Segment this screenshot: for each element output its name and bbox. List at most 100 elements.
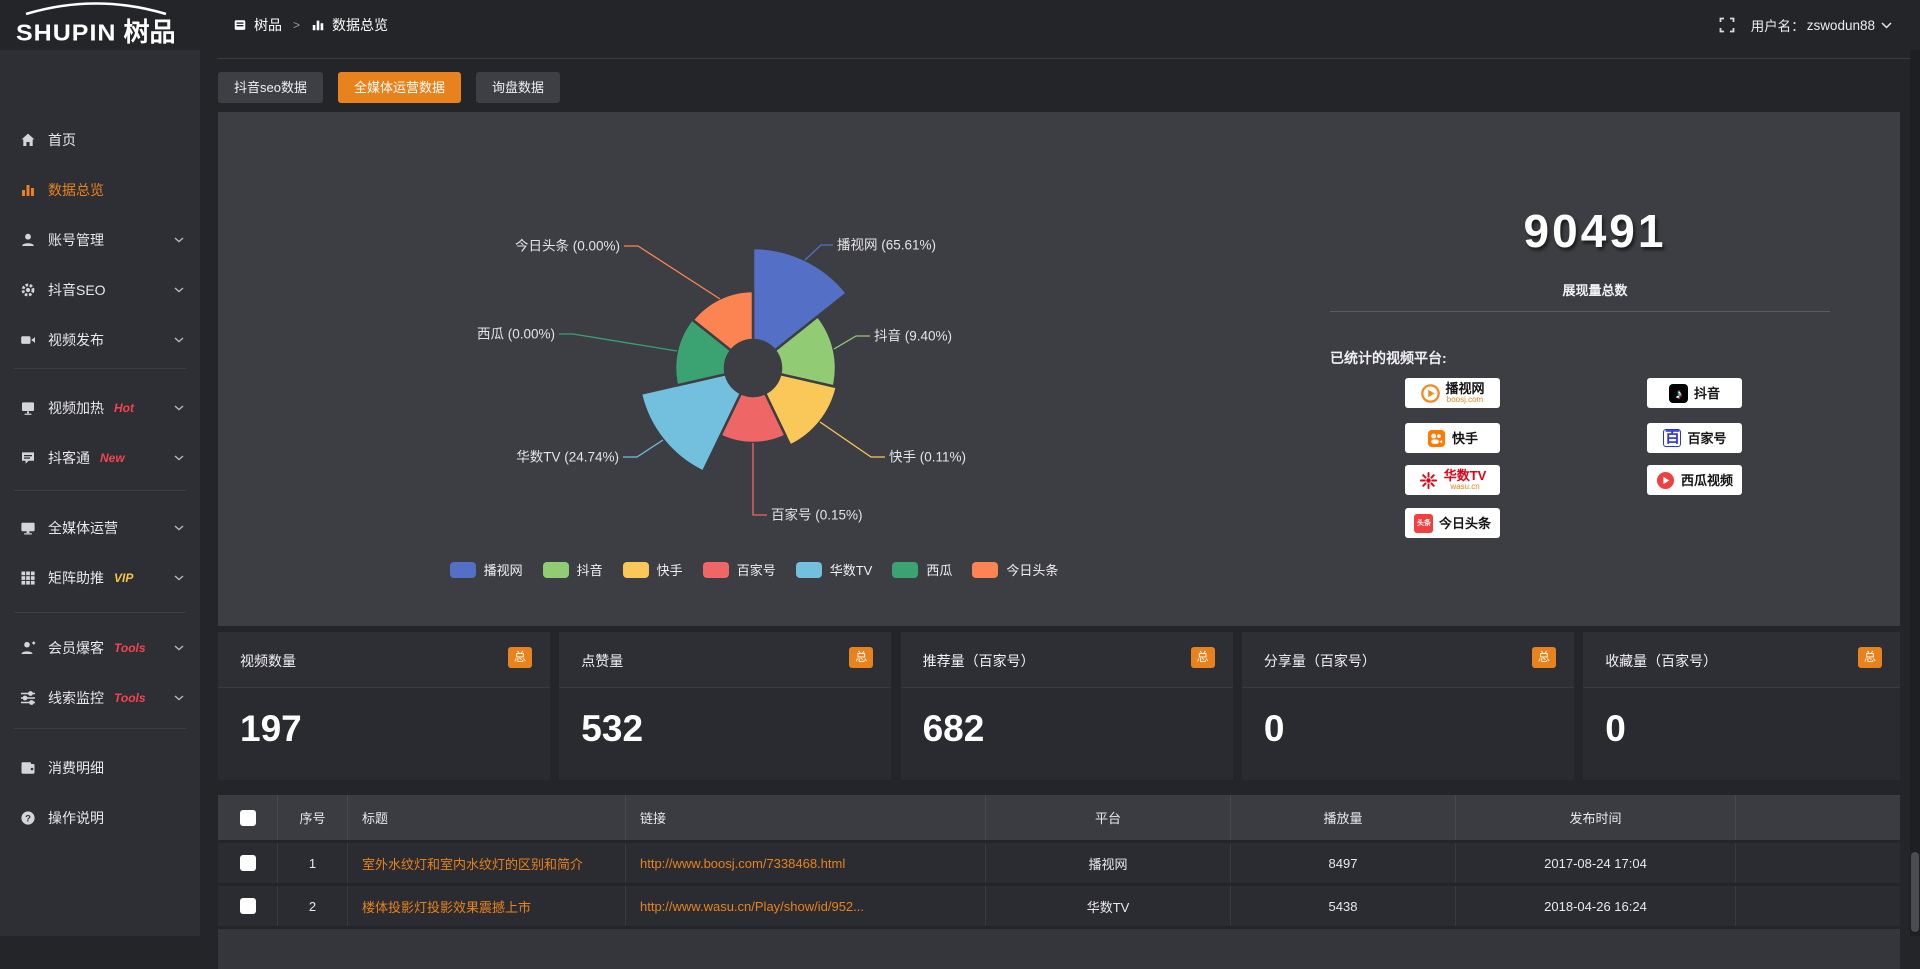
row-checkbox[interactable] <box>240 898 256 914</box>
row-checkbox[interactable] <box>240 855 256 871</box>
platform-name: 西瓜视频 <box>1681 474 1733 487</box>
platform-badge-抖音[interactable]: ♪抖音 <box>1647 378 1742 408</box>
sidebar-item-矩阵助推[interactable]: 矩阵助推 VIP <box>0 558 200 598</box>
page-scrollbar[interactable] <box>1910 50 1920 936</box>
pie-label-西瓜: 西瓜 (0.00%) <box>477 327 555 342</box>
pie-label-line-抖音 <box>834 336 870 349</box>
platform-badge-西瓜视频[interactable]: 西瓜视频 <box>1647 465 1742 495</box>
cell-title-link[interactable]: 楼体投影灯投影效果震撼上市 <box>347 886 625 926</box>
bar-chart-icon <box>20 182 36 198</box>
legend-swatch <box>972 562 998 578</box>
stat-card-value: 682 <box>923 708 985 750</box>
platform-name: 播视网 <box>1445 382 1484 395</box>
stat-card-header: 推荐量（百家号）总 <box>901 632 1233 688</box>
chevron-down-icon[interactable] <box>174 287 184 293</box>
sidebar-item-badge: New <box>100 451 125 465</box>
user-menu-chevron-down-icon[interactable] <box>1881 22 1892 29</box>
select-all-checkbox[interactable] <box>240 810 256 826</box>
stat-card-total-badge[interactable]: 总 <box>1858 647 1882 668</box>
stat-card-total-badge[interactable]: 总 <box>1532 647 1556 668</box>
chevron-down-icon[interactable] <box>174 455 184 461</box>
chevron-down-icon[interactable] <box>174 645 184 651</box>
sidebar-item-全媒体运营[interactable]: 全媒体运营 <box>0 508 200 548</box>
chevron-down-icon[interactable] <box>174 237 184 243</box>
legend-swatch <box>623 562 649 578</box>
cell-time: 2018-04-26 16:24 <box>1455 886 1735 926</box>
platform-rose-pie-chart[interactable]: 播视网 (65.61%)抖音 (9.40%)快手 (0.11%)百家号 (0.1… <box>218 112 1290 626</box>
sidebar-item-label: 数据总览 <box>48 180 104 200</box>
stat-card-total-badge[interactable]: 总 <box>508 647 532 668</box>
chevron-down-icon[interactable] <box>174 337 184 343</box>
cell-url-link[interactable]: http://www.wasu.cn/Play/show/id/952... <box>625 886 985 926</box>
cell-platform: 华数TV <box>985 886 1230 926</box>
breadcrumb-root[interactable]: 树品 <box>254 15 282 35</box>
legend-item-华数TV[interactable]: 华数TV <box>796 560 873 579</box>
stat-card-total-badge[interactable]: 总 <box>849 647 873 668</box>
sidebar-item-badge: Tools <box>114 641 146 655</box>
sidebar-item-视频发布[interactable]: 视频发布 <box>0 320 200 360</box>
legend-item-抖音[interactable]: 抖音 <box>543 560 603 579</box>
cell-url-link[interactable]: http://www.boosj.com/7338468.html <box>625 843 985 883</box>
username-value[interactable]: zswodun88 <box>1807 18 1875 33</box>
sidebar-item-抖音SEO[interactable]: 抖音SEO <box>0 270 200 310</box>
pie-label-华数TV: 华数TV (24.74%) <box>516 450 619 465</box>
sidebar-item-账号管理[interactable]: 账号管理 <box>0 220 200 260</box>
tab-询盘数据[interactable]: 询盘数据 <box>476 72 560 103</box>
legend-swatch <box>892 562 918 578</box>
baijiahao-logo-icon: 百 <box>1662 428 1682 448</box>
sidebar-item-label: 视频发布 <box>48 330 104 350</box>
chevron-down-icon[interactable] <box>174 575 184 581</box>
pie-slice-华数TV[interactable] <box>641 374 741 471</box>
video-icon <box>20 332 36 348</box>
pie-label-快手: 快手 (0.11%) <box>889 450 966 465</box>
sidebar-item-label: 视频加热 <box>48 398 104 418</box>
sidebar-item-label: 全媒体运营 <box>48 518 118 538</box>
pie-label-line-今日头条 <box>624 246 720 299</box>
question-icon: ? <box>20 810 36 826</box>
platform-badge-快手[interactable]: 快手 <box>1405 423 1500 453</box>
legend-item-百家号[interactable]: 百家号 <box>703 560 776 579</box>
cell-title-link[interactable]: 室外水纹灯和室内水纹灯的区别和简介 <box>347 843 625 883</box>
total-impressions-value: 90491 <box>1290 204 1900 258</box>
sidebar-item-数据总览[interactable]: 数据总览 <box>0 170 200 210</box>
legend-label: 快手 <box>657 560 683 579</box>
chevron-down-icon[interactable] <box>174 525 184 531</box>
fullscreen-icon[interactable] <box>1719 17 1735 33</box>
tab-全媒体运营数据[interactable]: 全媒体运营数据 <box>338 72 461 103</box>
chevron-down-icon[interactable] <box>174 405 184 411</box>
legend-item-今日头条[interactable]: 今日头条 <box>972 560 1058 579</box>
sidebar-item-首页[interactable]: 首页 <box>0 120 200 160</box>
col-header-链接: 链接 <box>625 795 985 840</box>
col-header-平台: 平台 <box>985 795 1230 840</box>
legend-item-西瓜[interactable]: 西瓜 <box>892 560 952 579</box>
legend-label: 西瓜 <box>926 560 952 579</box>
platform-badge-百家号[interactable]: 百百家号 <box>1647 423 1742 453</box>
chevron-down-icon[interactable] <box>174 695 184 701</box>
sidebar-item-label: 矩阵助推 <box>48 568 104 588</box>
sidebar-item-label: 消费明细 <box>48 758 104 778</box>
cell-plays: 8497 <box>1230 843 1455 883</box>
tab-抖音seo数据[interactable]: 抖音seo数据 <box>218 72 323 103</box>
member-icon <box>20 640 36 656</box>
sidebar-divider <box>14 728 186 729</box>
legend-item-播视网[interactable]: 播视网 <box>450 560 523 579</box>
platform-badge-今日头条[interactable]: 头条今日头条 <box>1405 508 1500 538</box>
legend-label: 抖音 <box>577 560 603 579</box>
boosj-logo-icon <box>1420 383 1440 403</box>
stat-card-total-badge[interactable]: 总 <box>1191 647 1215 668</box>
legend-item-快手[interactable]: 快手 <box>623 560 683 579</box>
sidebar-item-操作说明[interactable]: ?操作说明 <box>0 798 200 838</box>
sidebar-item-badge: VIP <box>114 571 133 585</box>
sidebar-item-消费明细[interactable]: 消费明细 <box>0 748 200 788</box>
scrollbar-thumb[interactable] <box>1911 852 1919 932</box>
